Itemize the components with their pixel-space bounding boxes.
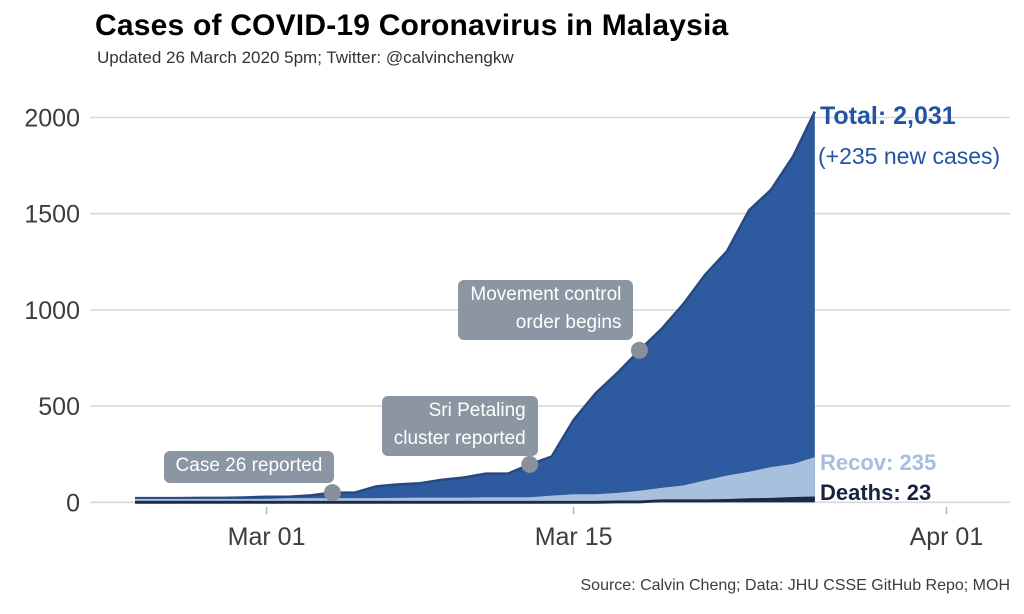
total-cases-line bbox=[135, 110, 816, 500]
page-subtitle: Updated 26 March 2020 5pm; Twitter: @cal… bbox=[97, 48, 514, 67]
annotation-line: cluster reported bbox=[393, 428, 526, 450]
annotation-line: Movement control bbox=[470, 284, 622, 306]
new-cases-value-label: (+235 new cases) bbox=[818, 143, 1001, 169]
y-tick-label-2000: 2000 bbox=[24, 105, 80, 133]
recovered-value-label: Recov: 235 bbox=[820, 450, 937, 475]
total-cases-area bbox=[135, 111, 815, 503]
y-tick-label-500: 500 bbox=[38, 393, 80, 421]
annotation-dots bbox=[323, 341, 648, 502]
annotation-dot-sri-petaling bbox=[521, 455, 539, 473]
annotation-sri-petaling: Sri Petaling cluster reported bbox=[381, 396, 538, 457]
axis-ticks: 0 500 1000 1500 2000 Mar 01 Mar 15 Apr 01 bbox=[24, 105, 983, 552]
recovered-area bbox=[135, 457, 815, 503]
annotation-dot-case-26 bbox=[323, 484, 341, 502]
page-title: Cases of COVID-19 Coronavirus in Malaysi… bbox=[95, 9, 729, 42]
annotation-line: order begins bbox=[515, 312, 622, 334]
deaths-value-label: Deaths: 23 bbox=[820, 480, 932, 505]
annotation-mco: Movement control order begins bbox=[458, 280, 634, 341]
source-attribution: Source: Calvin Cheng; Data: JHU CSSE Git… bbox=[580, 577, 1011, 594]
y-tick-label-1000: 1000 bbox=[24, 297, 80, 325]
deaths-line bbox=[135, 496, 815, 504]
annotation-line: Case 26 reported bbox=[175, 454, 323, 476]
annotation-line: Sri Petaling bbox=[428, 400, 526, 422]
x-tick-label-Mar-01: Mar 01 bbox=[228, 523, 306, 551]
total-value-label: Total: 2,031 bbox=[820, 102, 956, 130]
x-tick-label-Mar-15: Mar 15 bbox=[535, 523, 613, 551]
y-tick-label-1500: 1500 bbox=[24, 201, 80, 229]
chart-areas bbox=[135, 110, 816, 504]
annotation-case-26: Case 26 reported bbox=[163, 450, 335, 483]
y-tick-label-0: 0 bbox=[66, 489, 80, 517]
annotation-dot-mco bbox=[630, 341, 648, 359]
x-tick-label-Apr-01: Apr 01 bbox=[910, 523, 984, 551]
deaths-area bbox=[135, 497, 815, 503]
